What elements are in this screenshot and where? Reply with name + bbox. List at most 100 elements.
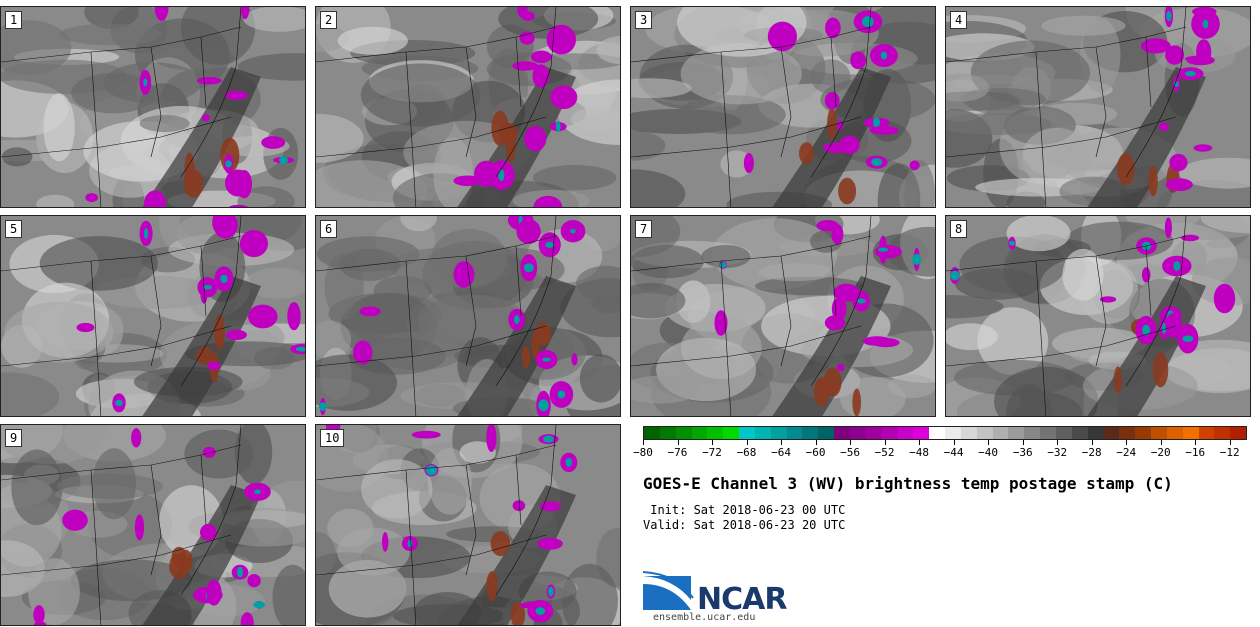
panel-label: 6 <box>320 220 338 238</box>
colorbar-tick <box>1126 440 1128 445</box>
wv-imagery <box>631 216 935 416</box>
wv-imagery <box>316 425 620 625</box>
colorbar-segment <box>929 427 946 439</box>
colorbar-segment <box>1135 427 1151 439</box>
colorbar-segment <box>707 427 724 439</box>
panel-label: 3 <box>635 11 653 29</box>
valid-time: Valid: Sat 2018-06-23 20 UTC <box>643 518 846 532</box>
colorbar-tick <box>746 440 748 445</box>
colorbar-segment <box>1166 427 1183 439</box>
colorbar-segment <box>976 427 993 439</box>
panel-label: 8 <box>950 220 968 238</box>
colorbar-segment <box>1087 427 1104 439</box>
colorbar-segment <box>1103 427 1120 439</box>
colorbar-tick-label: −60 <box>805 446 826 459</box>
panel-label: 7 <box>635 220 653 238</box>
colorbar-segment <box>1214 427 1231 439</box>
colorbar-segment <box>1182 427 1199 439</box>
colorbar-tick-label: −80 <box>633 446 653 459</box>
colorbar-tick-label: −76 <box>667 446 688 459</box>
colorbar-segment <box>1024 427 1041 439</box>
colorbar-segment <box>818 427 835 439</box>
colorbar-segment <box>881 427 898 439</box>
colorbar-tick <box>815 440 817 445</box>
colorbar-tick-label: −20 <box>1150 446 1171 459</box>
colorbar-tick-label: −36 <box>1012 446 1033 459</box>
colorbar-tick-label: −12 <box>1219 446 1240 459</box>
colorbar-segment <box>786 427 803 439</box>
colorbar-tick-label: −56 <box>840 446 861 459</box>
colorbar-segment <box>897 427 914 439</box>
colorbar-segment <box>834 427 850 439</box>
map-panel-2: 2 <box>315 6 621 208</box>
wv-imagery <box>1 216 305 416</box>
colorbar-segment <box>770 427 787 439</box>
colorbar <box>643 426 1247 440</box>
map-panel-4: 4 <box>945 6 1251 208</box>
colorbar-segment <box>960 427 977 439</box>
colorbar-tick-label: −24 <box>1116 446 1137 459</box>
colorbar-tick-label: −32 <box>1047 446 1068 459</box>
wv-imagery <box>1 425 305 625</box>
panel-label: 1 <box>5 11 23 29</box>
wv-imagery <box>946 7 1250 207</box>
map-panel-8: 8 <box>945 215 1251 417</box>
colorbar-tick <box>1160 440 1162 445</box>
panel-label: 5 <box>5 220 23 238</box>
colorbar-tick <box>712 440 713 445</box>
logo-url: ensemble.ucar.edu <box>653 612 756 623</box>
map-panel-9: 9 <box>0 424 306 626</box>
map-panel-10: 10 <box>315 424 621 626</box>
colorbar-segment <box>913 427 930 439</box>
colorbar-segment <box>1198 427 1215 439</box>
colorbar-tick <box>953 440 955 445</box>
colorbar-segment <box>1040 427 1056 439</box>
colorbar-tick <box>1091 440 1093 445</box>
colorbar-tick <box>677 440 679 445</box>
panel-label: 4 <box>950 11 968 29</box>
colorbar-segment <box>659 427 676 439</box>
panel-label: 2 <box>320 11 338 29</box>
map-panel-6: 6 <box>315 215 621 417</box>
colorbar-tick <box>1057 440 1059 445</box>
wv-imagery <box>631 7 935 207</box>
colorbar-segment <box>1055 427 1072 439</box>
colorbar-segment <box>1151 427 1167 439</box>
init-time: Init: Sat 2018-06-23 00 UTC <box>643 503 846 517</box>
colorbar-tick <box>850 440 852 445</box>
colorbar-tick-label: −28 <box>1081 446 1102 459</box>
colorbar-tick <box>1022 440 1024 445</box>
colorbar-segment <box>865 427 882 439</box>
colorbar-segment <box>644 427 660 439</box>
panel-label: 9 <box>5 429 23 447</box>
panel-label: 10 <box>320 429 345 447</box>
map-panel-7: 7 <box>630 215 936 417</box>
colorbar-tick-label: −40 <box>978 446 999 459</box>
colorbar-segment <box>849 427 866 439</box>
map-panel-3: 3 <box>630 6 936 208</box>
colorbar-tick <box>1229 440 1231 445</box>
colorbar-segment <box>945 427 961 439</box>
page-title: GOES-E Channel 3 (WV) brightness temp po… <box>643 474 1173 493</box>
colorbar-tick-label: −64 <box>771 446 792 459</box>
colorbar-segment <box>802 427 819 439</box>
wv-imagery <box>946 216 1250 416</box>
map-panel-1: 1 <box>0 6 306 208</box>
logo-text: NCAR <box>697 582 787 617</box>
colorbar-tick-label: −16 <box>1185 446 1206 459</box>
colorbar-tick-label: −48 <box>909 446 930 459</box>
colorbar-segment <box>739 427 755 439</box>
colorbar-segment <box>754 427 771 439</box>
colorbar-tick-label: −44 <box>943 446 964 459</box>
colorbar-tick <box>988 440 990 445</box>
wv-imagery <box>1 7 305 207</box>
colorbar-segment <box>1071 427 1088 439</box>
colorbar-segment <box>723 427 740 439</box>
colorbar-tick <box>1195 440 1197 445</box>
colorbar-segment <box>1119 427 1136 439</box>
ncar-logo-icon <box>643 571 694 610</box>
wv-imagery <box>316 216 620 416</box>
colorbar-tick <box>643 440 644 445</box>
colorbar-tick <box>884 440 886 445</box>
colorbar-segment <box>691 427 708 439</box>
